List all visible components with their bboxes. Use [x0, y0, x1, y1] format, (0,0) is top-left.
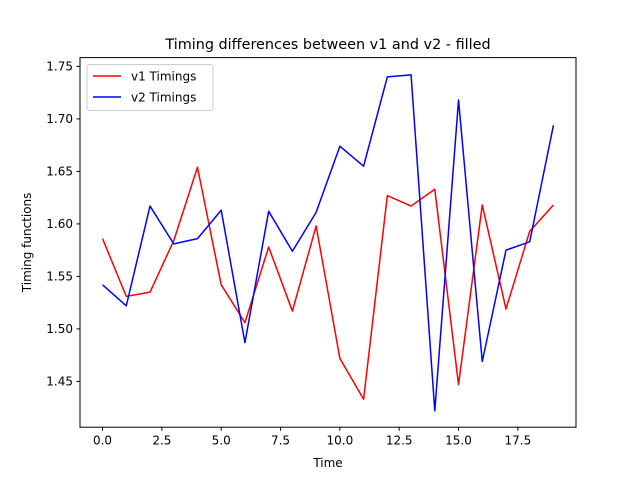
plot-lines — [101, 74, 555, 412]
y-tick-label: 1.75 — [46, 60, 73, 74]
x-axis: 0.0 2.5 5.0 7.5 10.0 12.5 15.0 17.5 — [93, 427, 531, 448]
legend: v1 Timings v2 Timings — [86, 64, 214, 111]
chart-title: Timing differences between v1 and v2 - f… — [164, 37, 490, 53]
y-tick-label: 1.55 — [46, 270, 73, 284]
y-axis-label: Timing functions — [20, 193, 34, 294]
x-tick-label: 7.5 — [271, 434, 290, 448]
y-axis: 1.45 1.50 1.55 1.60 1.65 1.70 1.75 — [46, 60, 80, 389]
legend-label-1: v1 Timings — [131, 69, 196, 83]
x-tick-label: 17.5 — [504, 434, 531, 448]
y-tick-label: 1.50 — [46, 322, 73, 336]
x-axis-label: Time — [312, 456, 342, 470]
series-line-2 — [102, 74, 555, 412]
x-tick-label: 10.0 — [327, 434, 354, 448]
y-tick-label: 1.70 — [46, 112, 73, 126]
y-tick-label: 1.65 — [46, 165, 73, 179]
x-tick-label: 12.5 — [386, 434, 413, 448]
x-tick-label: 5.0 — [212, 434, 231, 448]
y-tick-label: 1.45 — [46, 375, 73, 389]
x-tick-label: 15.0 — [445, 434, 472, 448]
x-tick-label: 2.5 — [152, 434, 171, 448]
x-tick-label: 0.0 — [93, 434, 112, 448]
y-tick-label: 1.60 — [46, 217, 73, 231]
legend-label-2: v2 Timings — [131, 90, 196, 104]
series-line-1 — [101, 166, 555, 401]
plot-frame — [79, 57, 577, 428]
